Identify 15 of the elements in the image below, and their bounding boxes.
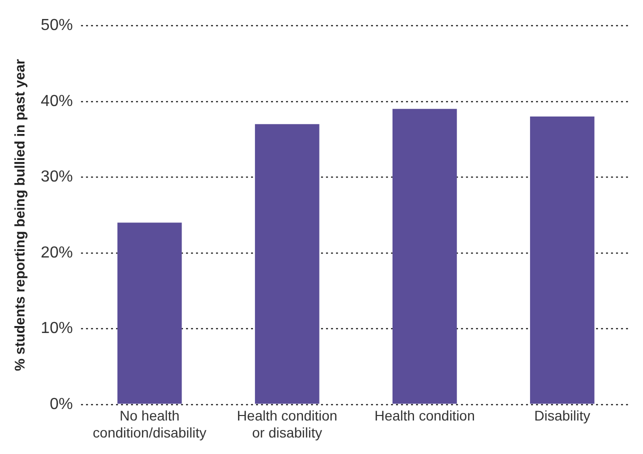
- bar: [530, 116, 594, 404]
- y-tick-label: 30%: [40, 168, 73, 186]
- y-tick-label: 10%: [40, 320, 73, 338]
- y-tick-label: 50%: [40, 17, 73, 34]
- y-tick-label: 40%: [40, 92, 73, 110]
- x-tick-label: Health condition: [374, 408, 475, 424]
- x-tick-label: No health condition/disability: [92, 408, 206, 440]
- y-tick-label: 20%: [40, 244, 73, 262]
- bar: [117, 222, 182, 404]
- bar: [392, 108, 457, 404]
- y-axis-title: % students reporting being bullied in past year: [11, 58, 28, 371]
- bar: [254, 124, 320, 404]
- x-tick-label: Health condition or disability: [236, 408, 338, 440]
- x-tick-label: Disability: [534, 408, 590, 424]
- y-tick-label: 0%: [50, 396, 73, 413]
